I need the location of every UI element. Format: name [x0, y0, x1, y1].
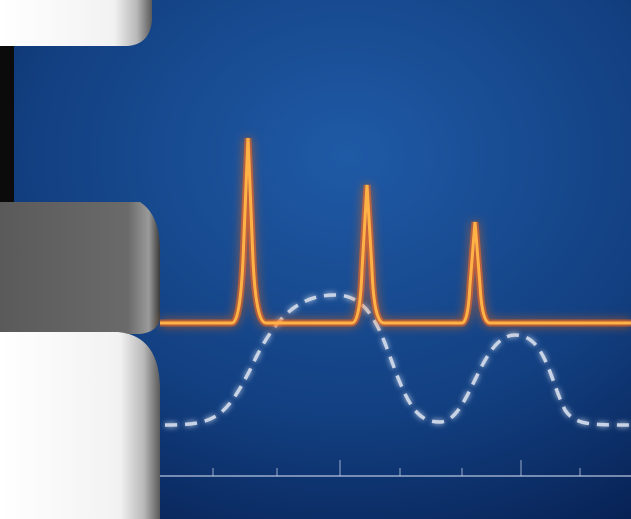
- middle-block: [0, 202, 160, 334]
- axis: [160, 460, 631, 477]
- dashed-curve: [164, 293, 631, 427]
- top-block: [0, 0, 152, 46]
- peak-line: [160, 137, 631, 325]
- bottom-block: [0, 332, 160, 519]
- dark-strip: [0, 40, 14, 205]
